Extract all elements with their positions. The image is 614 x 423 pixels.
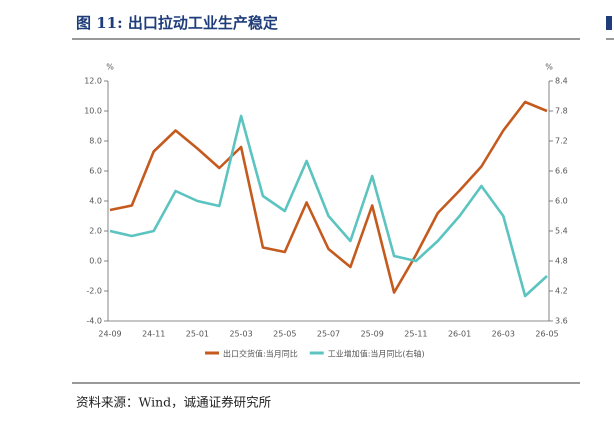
x-tick-label: 25-07	[317, 330, 340, 339]
x-tick-label: 26-01	[448, 330, 471, 339]
y-tick-label: 6.0	[89, 167, 102, 176]
y2-tick-label: 8.4	[555, 77, 568, 86]
y-tick-label: 2.0	[89, 227, 102, 236]
y2-tick-label: 5.4	[555, 227, 568, 236]
legend-label: 工业增加值:当月同比(右轴)	[328, 349, 425, 359]
y2-tick-label: 6.6	[555, 167, 568, 176]
x-tick-label: 25-09	[361, 330, 384, 339]
side-fragment	[606, 16, 612, 30]
series-line	[109, 114, 548, 298]
figure-title: 图 11: 出口拉动工业生产稳定	[76, 14, 278, 32]
x-tick-label: 26-05	[535, 330, 558, 339]
y-tick-label: 8.0	[89, 137, 102, 146]
y2-unit: %	[545, 63, 553, 72]
y-tick-label: 10.0	[84, 107, 102, 116]
source-note: 资料来源：Wind，诚通证券研究所	[76, 395, 271, 410]
y-unit: %	[106, 63, 114, 72]
y-tick-label: 4.0	[89, 197, 102, 206]
y2-tick-label: 7.8	[555, 107, 568, 116]
x-tick-label: 24-11	[142, 330, 165, 339]
y-tick-label: 0.0	[89, 257, 102, 266]
x-tick-label: 26-03	[492, 330, 515, 339]
y-tick-label: -2.0	[86, 287, 102, 296]
legend-label: 出口交货值:当月同比	[223, 349, 298, 359]
y2-tick-label: 3.6	[555, 317, 568, 326]
y2-tick-label: 6.0	[555, 197, 568, 206]
series-line	[109, 100, 548, 294]
x-tick-label: 25-01	[186, 330, 209, 339]
y-tick-label: -4.0	[86, 317, 102, 326]
x-tick-label: 25-05	[273, 330, 296, 339]
x-tick-label: 25-11	[404, 330, 427, 339]
y2-tick-label: 4.2	[555, 287, 568, 296]
x-tick-label: 24-09	[98, 330, 121, 339]
y2-tick-label: 7.2	[555, 137, 568, 146]
x-tick-label: 25-03	[229, 330, 252, 339]
y2-tick-label: 4.8	[555, 257, 568, 266]
y-tick-label: 12.0	[84, 77, 102, 86]
